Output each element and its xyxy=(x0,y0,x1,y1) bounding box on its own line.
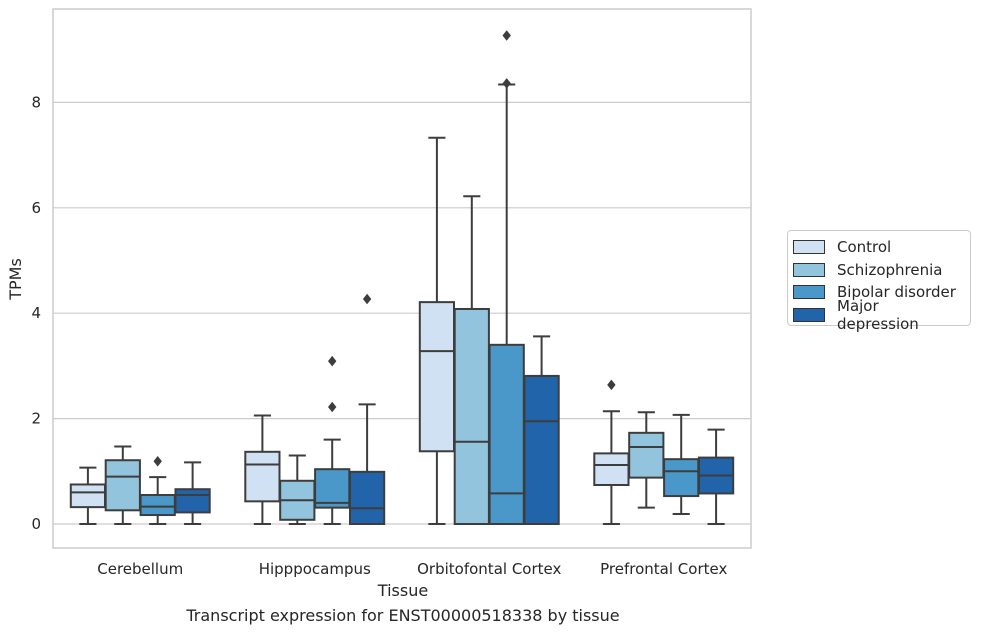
legend-item: Bipolar disorder xyxy=(793,281,964,304)
x-axis-title: Tissue xyxy=(377,581,428,600)
box-plot xyxy=(697,428,735,525)
box-plot xyxy=(314,355,351,525)
outlier-point xyxy=(502,30,511,41)
box xyxy=(523,374,560,525)
box xyxy=(593,452,630,487)
legend: Control Schizophrenia Bipolar disorder Majo… xyxy=(787,230,971,333)
box xyxy=(348,470,386,525)
box xyxy=(663,458,700,498)
box xyxy=(418,301,456,453)
y-axis-title: TPMs xyxy=(6,258,25,301)
box xyxy=(628,431,665,479)
box-plot xyxy=(279,454,316,525)
box-plot xyxy=(663,413,700,515)
legend-swatch xyxy=(793,262,825,277)
box xyxy=(139,494,176,517)
legend-label: Bipolar disorder xyxy=(837,283,956,302)
box-plot xyxy=(488,30,525,525)
legend-label: Control xyxy=(837,238,892,257)
y-tick-label: 0 xyxy=(31,515,41,533)
box-plot xyxy=(593,379,630,525)
y-tick-label: 4 xyxy=(31,304,41,322)
x-tick-label: Cerebellum xyxy=(97,560,183,578)
box xyxy=(69,483,107,509)
x-tick-label: Orbitofontal Cortex xyxy=(417,560,561,578)
box-plot xyxy=(104,445,141,525)
box-plot xyxy=(453,195,490,526)
legend-item: Schizophrenia xyxy=(793,259,964,282)
outlier-point xyxy=(153,456,162,467)
box xyxy=(488,343,525,525)
legend-label: Major depression xyxy=(837,296,919,333)
legend-item: Control xyxy=(793,236,964,259)
box xyxy=(314,468,351,509)
y-tick-label: 6 xyxy=(31,199,41,217)
y-tick-label: 2 xyxy=(31,410,41,428)
x-tick-label: Hipppocampus xyxy=(259,560,371,578)
chart-caption: Transcript expression for ENST0000051833… xyxy=(186,606,620,625)
outlier-point xyxy=(328,401,337,413)
box-plots xyxy=(69,30,735,526)
y-tick-labels: 0 2 4 6 8 xyxy=(31,93,41,533)
box-plot xyxy=(244,414,281,525)
legend-swatch xyxy=(793,307,825,322)
box-plot xyxy=(139,456,176,525)
box-plot xyxy=(418,136,456,525)
outlier-point xyxy=(328,355,337,367)
box-plot xyxy=(523,335,560,525)
outlier-point xyxy=(607,379,616,391)
outlier-point xyxy=(362,293,372,305)
legend-label: Schizophrenia xyxy=(837,260,943,279)
box-plot xyxy=(348,293,386,525)
x-tick-label: Prefrontal Cortex xyxy=(600,560,727,578)
box xyxy=(453,307,490,526)
box xyxy=(174,488,211,514)
legend-item: Major depression xyxy=(793,297,964,333)
legend-swatch xyxy=(793,240,825,255)
box-plot xyxy=(628,411,665,509)
box xyxy=(244,450,281,503)
x-tick-labels: Cerebellum Hipppocampus Orbitofontal Corte… xyxy=(97,560,727,578)
box-plot xyxy=(174,461,211,525)
outlier-point xyxy=(502,78,511,89)
box-plot xyxy=(69,466,107,525)
legend-swatch xyxy=(793,285,825,300)
y-tick-label: 8 xyxy=(31,93,41,111)
grid-lines xyxy=(53,101,751,525)
plot-frame xyxy=(52,8,752,549)
box xyxy=(104,459,141,512)
